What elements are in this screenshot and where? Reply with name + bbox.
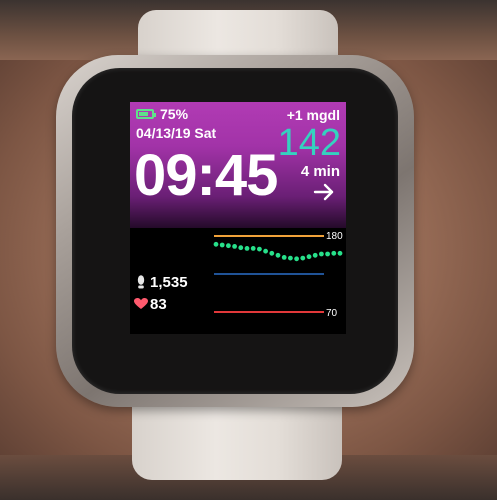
glucose-reading-dot: [238, 245, 244, 251]
glucose-reading-dot: [312, 252, 318, 258]
glucose-reading-dot: [269, 250, 275, 256]
glucose-reading-dot: [325, 251, 330, 257]
watch-band-bottom: [132, 395, 342, 480]
glucose-reading-dot: [306, 254, 312, 260]
glucose-reading-dot: [288, 255, 293, 261]
reading-age: 4 min: [300, 163, 340, 180]
glucose-delta: +1 mgdl: [286, 107, 340, 123]
battery-fill: [139, 112, 148, 116]
glucose-value: 142: [277, 122, 341, 164]
heart-icon: [134, 298, 148, 309]
glucose-readings: [213, 241, 343, 262]
date-label: 04/13/19 Sat: [136, 125, 217, 141]
time-display: 09:45: [134, 143, 278, 208]
glucose-reading-dot: [263, 248, 268, 254]
heart-rate: 83: [150, 296, 167, 313]
steps-count: 1,535: [150, 274, 188, 291]
arrow-right-icon: [313, 183, 334, 201]
glucose-reading-dot: [294, 256, 299, 262]
glucose-reading-dot: [331, 250, 337, 256]
battery-icon: [136, 109, 156, 119]
watch-screen[interactable]: 75% 04/13/19 Sat 09:45 +1 mgdl 142 4 min…: [130, 102, 346, 334]
low-threshold-label: 70: [326, 308, 338, 319]
glucose-reading-dot: [226, 243, 231, 249]
shoe-icon: [137, 275, 145, 289]
glucose-reading-dot: [219, 242, 225, 248]
glucose-reading-dot: [300, 255, 306, 261]
glucose-reading-dot: [232, 244, 237, 249]
high-threshold-label: 180: [326, 231, 343, 242]
glucose-reading-dot: [250, 246, 256, 251]
glucose-reading-dot: [281, 255, 287, 260]
glucose-reading-dot: [213, 241, 219, 247]
glucose-graph: 180 70: [213, 231, 343, 319]
glucose-reading-dot: [319, 251, 324, 257]
battery-percent: 75%: [160, 106, 189, 122]
header-gradient: [130, 102, 346, 228]
glucose-reading-dot: [275, 252, 281, 258]
glucose-reading-dot: [244, 246, 250, 251]
glucose-reading-dot: [337, 250, 343, 256]
glucose-reading-dot: [257, 246, 262, 252]
